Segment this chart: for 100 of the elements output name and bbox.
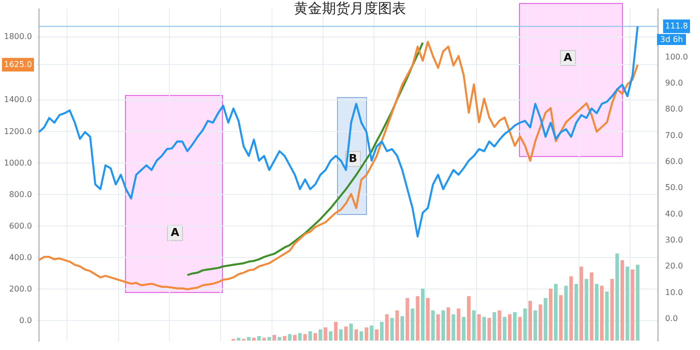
y2-tick-label: 111.8 (665, 21, 688, 30)
bar (502, 316, 506, 341)
y-tick-label: 1000.0 (4, 158, 32, 168)
bar (518, 316, 522, 341)
y-tick-label: 600.0 (9, 221, 32, 230)
bar (456, 308, 460, 341)
bar (538, 304, 542, 341)
bar (282, 336, 286, 341)
bar (636, 264, 640, 341)
bar (584, 278, 588, 341)
bar (605, 291, 609, 341)
bar (523, 308, 527, 341)
y-tick-label: 1200.0 (4, 126, 32, 136)
bar (559, 295, 563, 341)
y-tick-label: 0.0 (19, 316, 32, 325)
bar (293, 334, 297, 341)
chart-title: 黄金期货月度图表 (293, 0, 407, 18)
y2-tick-label: 20.0 (665, 262, 683, 271)
bar (544, 298, 548, 341)
bar (441, 310, 445, 341)
y2-tick-label: 100.0 (665, 52, 688, 62)
bar (534, 310, 538, 341)
y2-tick-label: 80.0 (665, 104, 683, 114)
y2-tick-label: 70.0 (665, 130, 683, 140)
bar (334, 322, 338, 341)
bar (324, 327, 328, 341)
bar (564, 286, 568, 341)
bar (374, 329, 378, 341)
highlight-box: A (125, 95, 223, 293)
y2-tick-label: 90.0 (665, 78, 683, 88)
bar (528, 300, 532, 341)
bar (278, 337, 282, 341)
bar (328, 331, 332, 341)
y-tick-label: 200.0 (9, 284, 32, 294)
y-tick-label: 800.0 (9, 190, 32, 199)
bar (482, 316, 486, 341)
bar (246, 337, 251, 341)
annotation: A (167, 224, 183, 241)
annotation: A (560, 50, 576, 66)
bar (370, 325, 374, 341)
bar (303, 334, 307, 341)
bar (364, 327, 368, 341)
bar (590, 272, 594, 341)
bar (390, 318, 394, 341)
bar (436, 314, 440, 341)
bar (477, 314, 481, 341)
bar (344, 326, 348, 341)
bar (426, 298, 430, 341)
bar (400, 316, 404, 341)
bar (318, 329, 322, 341)
bar (339, 329, 343, 341)
annotation: B (345, 151, 361, 168)
bar (410, 308, 414, 341)
text: 3d 6h (657, 34, 686, 45)
bar (600, 286, 604, 341)
bar (308, 331, 312, 341)
bar (420, 288, 425, 341)
bar (626, 266, 630, 341)
y2-tick-label: 60.0 (665, 156, 683, 166)
y2-tick-label: 30.0 (665, 236, 683, 245)
bar (236, 338, 240, 341)
y-tick-label: 1400.0 (4, 95, 32, 104)
bar (554, 284, 558, 341)
bar (385, 314, 389, 341)
bar (462, 316, 466, 341)
bar (513, 312, 517, 341)
bar (569, 276, 573, 341)
y-tick-label: 1800.0 (4, 32, 32, 42)
bar (313, 333, 318, 341)
bar (380, 322, 384, 341)
y-tick-label: 400.0 (9, 252, 32, 262)
bar (431, 310, 435, 341)
bar (548, 288, 552, 341)
bar (594, 284, 598, 341)
bar (272, 334, 276, 341)
bar (630, 269, 634, 341)
highlight-box: A (519, 3, 623, 157)
bar (288, 334, 292, 341)
bar (466, 296, 471, 341)
y2-tick-label: 0.0 (665, 314, 678, 324)
bar (472, 310, 476, 341)
bar (487, 318, 492, 341)
bar (574, 284, 578, 341)
y-tick-label: 1625.0 (4, 60, 32, 69)
bar (395, 310, 399, 341)
y2-tick-label: 10.0 (665, 288, 683, 297)
y2-tick-label: 40.0 (665, 209, 683, 218)
bar (354, 329, 358, 341)
bar (406, 298, 410, 341)
bar (416, 296, 420, 341)
bar (298, 333, 302, 341)
y2-tick-label: 50.0 (665, 183, 683, 192)
bar (610, 278, 614, 341)
bar (580, 266, 584, 341)
bar (492, 312, 496, 341)
bar (257, 336, 261, 341)
highlight-box: B (337, 97, 367, 215)
bar (446, 307, 450, 341)
bar (498, 310, 502, 341)
bar (620, 260, 624, 341)
